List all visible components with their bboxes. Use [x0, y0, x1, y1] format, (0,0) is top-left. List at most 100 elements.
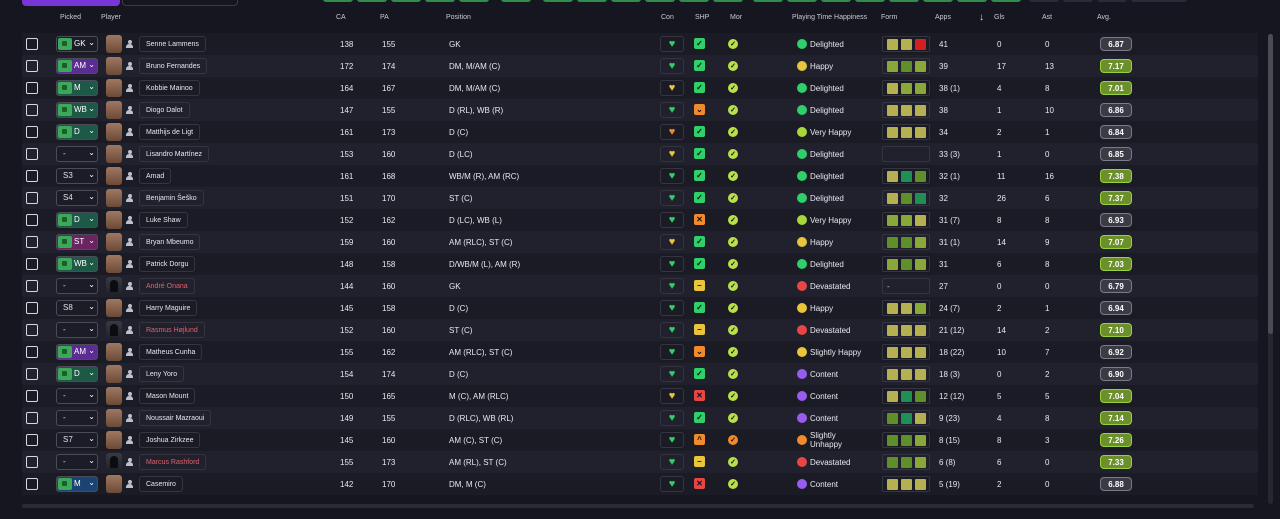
player-name-link[interactable]: Casemiro [139, 476, 183, 492]
filter-button[interactable] [1157, 0, 1187, 2]
header-avg[interactable]: Avg. [1097, 14, 1111, 21]
table-row[interactable]: D ⌄ Leny Yoro 154 174 D (C) ♥ ✓ ✓ Content 18 (3) 0 2… [22, 363, 1258, 385]
position-select[interactable]: - ⌄ [56, 278, 98, 294]
position-select[interactable]: D ⌄ [56, 366, 98, 382]
tab-active[interactable] [22, 0, 120, 6]
player-name-link[interactable]: Senne Lammens [139, 36, 206, 52]
pick-checkbox[interactable] [26, 368, 38, 380]
player-name-link[interactable]: Luke Shaw [139, 212, 188, 228]
filter-button[interactable] [543, 0, 573, 2]
header-shp[interactable]: SHP [695, 14, 710, 21]
position-select[interactable]: M ⌄ [56, 80, 98, 96]
filter-button[interactable] [357, 0, 387, 2]
player-name-link[interactable]: Patrick Dorgu [139, 256, 196, 272]
pick-checkbox[interactable] [26, 434, 38, 446]
position-select[interactable]: M ⌄ [56, 476, 98, 492]
filter-button[interactable] [425, 0, 455, 2]
filter-button[interactable] [679, 0, 709, 2]
pick-checkbox[interactable] [26, 236, 38, 248]
horizontal-scrollbar[interactable] [22, 504, 1254, 508]
header-form[interactable]: Form [881, 14, 898, 21]
filter-button[interactable] [787, 0, 817, 2]
table-row[interactable]: - ⌄ Rasmus Højlund 152 160 ST (C) ♥ – ✓ Devastate… [22, 319, 1258, 341]
header-picked[interactable]: Picked [60, 14, 82, 21]
player-name-link[interactable]: Bruno Fernandes [139, 58, 208, 74]
filter-button[interactable] [577, 0, 607, 2]
filter-button[interactable] [391, 0, 421, 2]
filter-button[interactable] [957, 0, 987, 2]
pick-checkbox[interactable] [26, 258, 38, 270]
table-row[interactable]: WB ⌄ Diogo Dalot 147 155 D (RL), WB (R) ♥ ⌄ ✓ Del… [22, 99, 1258, 121]
pick-checkbox[interactable] [26, 302, 38, 314]
position-select[interactable]: AM ⌄ [56, 58, 98, 74]
player-name-link[interactable]: Harry Maguire [139, 300, 198, 316]
player-name-link[interactable]: Diogo Dalot [139, 102, 190, 118]
player-name-link[interactable]: Amad [139, 168, 172, 184]
filter-button[interactable] [713, 0, 743, 2]
player-name-link[interactable]: Matheus Cunha [139, 344, 203, 360]
player-name-link[interactable]: Marcus Rashford [139, 454, 207, 470]
pick-checkbox[interactable] [26, 478, 38, 490]
table-row[interactable]: ST ⌄ Bryan Mbeumo 159 160 AM (RLC), ST (C) ♥ ✓ ✓… [22, 231, 1258, 253]
position-select[interactable]: - ⌄ [56, 388, 98, 404]
table-row[interactable]: D ⌄ Matthijs de Ligt 161 173 D (C) ♥ ✓ ✓ Very Hap… [22, 121, 1258, 143]
table-row[interactable]: D ⌄ Luke Shaw 152 162 D (LC), WB (L) ♥ ✕ ✓ Very H… [22, 209, 1258, 231]
vertical-scrollbar-thumb[interactable] [1268, 34, 1273, 334]
position-select[interactable]: - ⌄ [56, 410, 98, 426]
position-select[interactable]: WB ⌄ [56, 256, 98, 272]
tab-inactive[interactable] [122, 0, 238, 6]
sort-down-icon[interactable]: ↓ [979, 12, 984, 23]
header-position[interactable]: Position [446, 14, 471, 21]
table-row[interactable]: S3 ⌄ Amad 161 168 WB/M (R), AM (RC) ♥ ✓ ✓ Delight… [22, 165, 1258, 187]
table-row[interactable]: S4 ⌄ Benjamin Šeško 151 170 ST (C) ♥ ✓ ✓ Delighte… [22, 187, 1258, 209]
table-row[interactable]: - ⌄ Mason Mount 150 165 M (C), AM (RLC) ♥ ✕ ✓ Con… [22, 385, 1258, 407]
player-name-link[interactable]: Bryan Mbeumo [139, 234, 201, 250]
player-name-link[interactable]: Noussair Mazraoui [139, 410, 212, 426]
pick-checkbox[interactable] [26, 126, 38, 138]
player-name-link[interactable]: Benjamin Šeško [139, 190, 204, 206]
player-name-link[interactable]: André Onana [139, 278, 195, 294]
player-name-link[interactable]: Lisandro Martínez [139, 146, 210, 162]
header-apps[interactable]: Apps [935, 14, 951, 21]
filter-button[interactable] [821, 0, 851, 2]
position-select[interactable]: WB ⌄ [56, 102, 98, 118]
player-name-link[interactable]: Matthijs de Ligt [139, 124, 201, 140]
header-ca[interactable]: CA [336, 14, 346, 21]
table-row[interactable]: - ⌄ Marcus Rashford 155 173 AM (RL), ST (C) ♥ –… [22, 451, 1258, 473]
pick-checkbox[interactable] [26, 390, 38, 402]
filter-button[interactable] [923, 0, 953, 2]
filter-button[interactable] [753, 0, 783, 2]
header-happiness[interactable]: Playing Time Happiness [792, 14, 868, 21]
pick-checkbox[interactable] [26, 60, 38, 72]
filter-button[interactable] [459, 0, 489, 2]
filter-button[interactable] [501, 0, 531, 2]
pick-checkbox[interactable] [26, 38, 38, 50]
header-con[interactable]: Con [661, 14, 674, 21]
pick-checkbox[interactable] [26, 412, 38, 424]
pick-checkbox[interactable] [26, 324, 38, 336]
filter-button[interactable] [991, 0, 1021, 2]
pick-checkbox[interactable] [26, 214, 38, 226]
position-select[interactable]: S8 ⌄ [56, 300, 98, 316]
header-ast[interactable]: Ast [1042, 14, 1053, 21]
filter-button[interactable] [855, 0, 885, 2]
position-select[interactable]: - ⌄ [56, 454, 98, 470]
position-select[interactable]: S3 ⌄ [56, 168, 98, 184]
position-select[interactable]: - ⌄ [56, 146, 98, 162]
table-row[interactable]: AM ⌄ Matheus Cunha 155 162 AM (RLC), ST (C) ♥ ⌄… [22, 341, 1258, 363]
table-row[interactable]: WB ⌄ Patrick Dorgu 148 158 D/WB/M (L), AM (R)… [22, 253, 1258, 275]
position-select[interactable]: AM ⌄ [56, 344, 98, 360]
position-select[interactable]: - ⌄ [56, 322, 98, 338]
table-row[interactable]: - ⌄ Lisandro Martínez 153 160 D (LC) ♥ ✓ ✓ Deligh… [22, 143, 1258, 165]
filter-button[interactable] [323, 0, 353, 2]
filter-button[interactable] [1097, 0, 1127, 2]
position-select[interactable]: D ⌄ [56, 124, 98, 140]
position-select[interactable]: S4 ⌄ [56, 190, 98, 206]
pick-checkbox[interactable] [26, 170, 38, 182]
filter-button[interactable] [1029, 0, 1059, 2]
header-player[interactable]: Player [101, 14, 121, 21]
player-name-link[interactable]: Joshua Zirkzee [139, 432, 201, 448]
table-row[interactable]: - ⌄ André Onana 144 160 GK ♥ – ✓ Devastated -27 0 0 6… [22, 275, 1258, 297]
position-select[interactable]: ST ⌄ [56, 234, 98, 250]
filter-button[interactable] [1063, 0, 1093, 2]
